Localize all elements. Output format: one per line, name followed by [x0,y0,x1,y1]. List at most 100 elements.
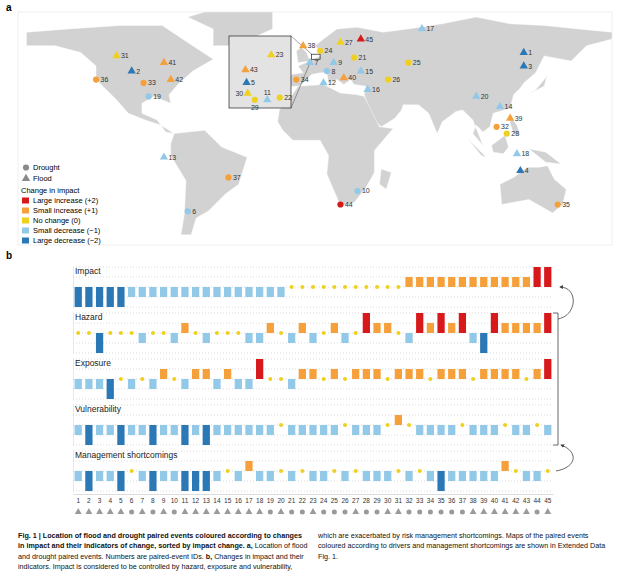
event-type-marker [352,508,359,514]
event-type-marker [460,509,465,514]
land [26,12,612,235]
event-label: 5 [251,79,255,86]
panel-label: b [6,250,12,261]
bar [416,425,423,435]
event-type-marker [107,508,114,514]
event-type-marker [235,508,242,514]
y-axis-line [73,314,74,354]
bar [363,425,370,435]
x-tick-label: 35 [437,497,445,504]
x-tick: 34 [427,494,435,504]
x-tick: 35 [437,494,445,504]
legend-swatch [22,218,29,224]
bar [469,333,476,343]
bar [213,287,220,297]
event-marker [252,97,258,103]
x-tick-label: 34 [427,497,435,504]
land-shape [379,169,391,189]
event-label: 16 [372,86,380,93]
event-marker [319,78,327,85]
bar [320,425,327,435]
event-type-marker [268,509,273,514]
event-type-marker [182,508,189,514]
bar [107,379,114,399]
event-type-marker [342,509,347,514]
event-type-marker [150,509,155,514]
event-label: 19 [153,93,161,100]
event-label: 17 [426,25,434,32]
x-tick: 32 [405,494,413,504]
event-type-marker [289,509,294,514]
bar [203,369,210,379]
bar [373,323,380,333]
bar [533,267,540,287]
x-tick: 5 [119,494,123,504]
bar [491,425,498,435]
bar [309,471,316,481]
event-label: 18 [521,150,529,157]
event-label: 27 [345,39,353,46]
grid-line [73,359,553,360]
bar [149,425,156,445]
event-type-marker [480,508,487,514]
x-tick: 6 [130,494,134,504]
x-tick-label: 39 [480,497,488,504]
bar [448,425,455,435]
event-label: 31 [121,52,129,59]
x-tick: 3 [98,494,102,504]
bar [256,359,263,379]
event-label: 33 [148,79,156,86]
event-label: 25 [413,59,421,66]
bars [76,313,551,353]
no-change-dot [407,423,411,427]
bar [192,425,199,435]
land-shape [468,139,487,158]
grid-line [73,415,553,416]
bar [160,369,167,379]
event-marker [241,65,249,72]
bar [437,369,444,379]
bar [213,471,220,481]
event-label: 40 [348,74,356,81]
row-label: Management shortcomings [75,450,178,460]
event-label: 20 [481,93,489,100]
event-marker [357,34,365,41]
map-legend: DroughtFloodChange in impactLarge increa… [21,163,101,245]
x-tick: 20 [277,494,285,504]
bar [437,471,444,491]
no-change-dot [268,377,272,381]
no-change-dot [322,331,326,335]
bar [128,425,135,435]
x-tick-label: 23 [309,497,317,504]
caption-text: indicators. Impact is considered to be c… [18,562,292,571]
event-marker [336,38,344,45]
bar [427,277,434,287]
y-axis [73,314,75,354]
caption-text: Changes in impact and their [212,552,304,561]
inset-connector [291,59,312,108]
bar [203,333,210,343]
no-change-dot [460,423,464,427]
event-marker [225,174,231,180]
no-change-dot [130,331,134,335]
bar [373,471,380,481]
no-change-dot [279,331,283,335]
event-marker [496,102,504,109]
x-tick-label: 16 [235,497,243,504]
no-change-dot [172,377,176,381]
land-shape [500,166,566,213]
bar [523,277,530,287]
event-marker [185,208,191,214]
event-label: 4 [525,167,529,174]
event-marker [167,75,175,82]
bar [288,333,295,343]
bar [469,471,476,481]
x-tick-label: 8 [151,497,155,504]
event-label: 36 [101,76,109,83]
caption-text: coloured according to drivers and manage… [318,541,605,550]
bar [256,471,263,481]
x-tick: 38 [469,494,477,504]
caption-text: which are exacerbated by risk management… [317,531,589,540]
bar [171,333,178,343]
no-change-dot [322,285,326,289]
